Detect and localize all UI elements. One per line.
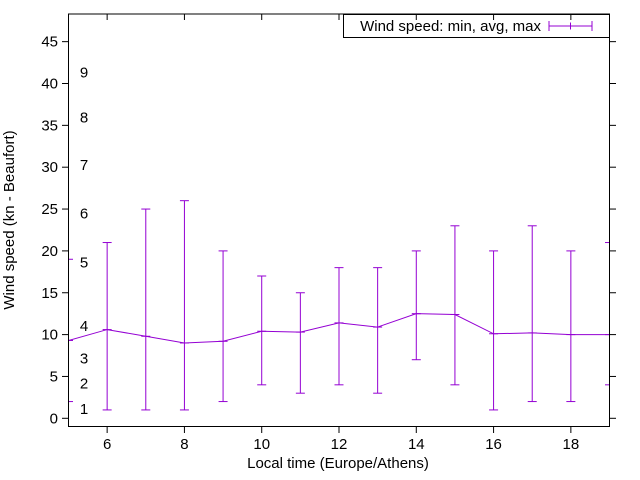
y-tick-label: 40 bbox=[41, 76, 58, 93]
beaufort-label: 7 bbox=[80, 157, 88, 174]
y-tick-label: 20 bbox=[41, 243, 58, 260]
x-tick-label: 18 bbox=[563, 436, 580, 453]
y-axis-title: Wind speed (kn - Beaufort) bbox=[1, 130, 18, 310]
x-tick-label: 10 bbox=[253, 436, 270, 453]
beaufort-label: 2 bbox=[80, 376, 88, 393]
x-axis-title: Local time (Europe/Athens) bbox=[247, 455, 429, 472]
beaufort-label: 5 bbox=[80, 254, 88, 271]
x-tick-label: 14 bbox=[408, 436, 425, 453]
plot-border bbox=[68, 13, 610, 427]
y-tick-label: 25 bbox=[41, 201, 58, 218]
beaufort-label: 4 bbox=[80, 318, 88, 335]
y-tick-label: 30 bbox=[41, 159, 58, 176]
x-tick-label: 12 bbox=[331, 436, 348, 453]
y-tick-label: 45 bbox=[41, 34, 58, 51]
errorbar-sample-icon bbox=[548, 21, 593, 31]
legend-box: Wind speed: min, avg, max bbox=[343, 14, 610, 38]
legend-label: Wind speed: min, avg, max bbox=[360, 17, 541, 35]
beaufort-label: 9 bbox=[80, 64, 88, 81]
x-tick-label: 6 bbox=[103, 436, 111, 453]
beaufort-label: 1 bbox=[80, 401, 88, 418]
beaufort-label: 3 bbox=[80, 351, 88, 368]
y-tick-label: 0 bbox=[50, 410, 58, 427]
y-tick-label: 10 bbox=[41, 327, 58, 344]
x-tick-label: 8 bbox=[180, 436, 188, 453]
x-tick-label: 16 bbox=[485, 436, 502, 453]
series-layer bbox=[68, 200, 610, 411]
beaufort-label: 8 bbox=[80, 109, 88, 126]
y-tick-label: 35 bbox=[41, 117, 58, 134]
beaufort-label: 6 bbox=[80, 206, 88, 223]
axes-layer bbox=[62, 13, 616, 433]
y-tick-label: 15 bbox=[41, 285, 58, 302]
y-tick-label: 5 bbox=[50, 368, 58, 385]
avg-line bbox=[68, 313, 610, 344]
